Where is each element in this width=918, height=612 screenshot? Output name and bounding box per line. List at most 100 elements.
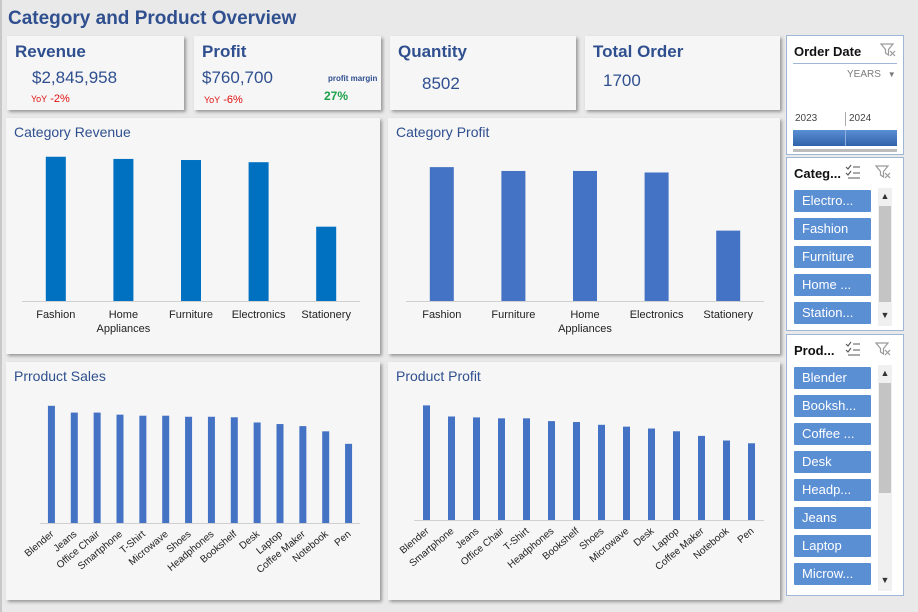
product-scrollbar[interactable]: ▲ ▼ (878, 365, 892, 591)
timeline-year-2024[interactable]: 2024 (849, 113, 872, 124)
bar-jeans[interactable] (473, 417, 480, 520)
category-profit-chart: Category Profit Fashion Furniture Home Appl… (388, 118, 780, 354)
revenue-card: Revenue $2,845,958 YoY -2% (7, 36, 184, 110)
bar-smartphone[interactable] (116, 414, 124, 523)
timeline-year-2023[interactable]: 2023 (795, 113, 818, 124)
bar-headphones[interactable] (207, 416, 215, 523)
category-item[interactable]: Home ... (794, 274, 871, 296)
bar-blender[interactable] (423, 405, 430, 520)
scroll-up-icon[interactable]: ▲ (880, 191, 890, 201)
bar-stationery[interactable] (316, 226, 337, 301)
bar-headphones[interactable] (548, 421, 555, 520)
product-item[interactable]: Booksh... (794, 395, 871, 417)
bar-laptop[interactable] (673, 431, 680, 520)
product-item[interactable]: Laptop (794, 535, 871, 557)
revenue-label: Revenue (15, 42, 86, 61)
product-item[interactable]: Coffee ... (794, 423, 871, 445)
bar-t-shirt[interactable] (523, 418, 530, 520)
bar-furniture[interactable] (181, 160, 201, 301)
bar-coffee-maker[interactable] (698, 435, 705, 520)
product-item[interactable]: Blender (794, 367, 871, 389)
bar-microwave[interactable] (162, 415, 170, 523)
category-item[interactable]: Electro... (794, 190, 871, 212)
tick-label-blender: Blender (23, 528, 57, 559)
clear-filter-icon[interactable] (879, 41, 897, 59)
multi-select-icon[interactable] (844, 163, 862, 181)
timeline-scrollbar[interactable] (793, 149, 897, 152)
orders-card: Total Order 1700 (585, 36, 780, 110)
bar-jeans[interactable] (70, 412, 78, 523)
timeline-year-tick (845, 112, 846, 126)
bar-stationery[interactable] (716, 230, 741, 301)
bar-coffee-maker[interactable] (299, 426, 307, 523)
product-sales-title: Prroduct Sales (14, 368, 106, 384)
bar-fashion[interactable] (45, 156, 66, 301)
bar-t-shirt[interactable] (139, 415, 147, 523)
product-item[interactable]: Desk (794, 451, 871, 473)
bar-desk[interactable] (253, 422, 261, 523)
timeline-divider (793, 63, 897, 64)
tick-label-electronics: Electronics (232, 309, 286, 321)
bar-pen[interactable] (748, 443, 755, 520)
category-revenue-plot: Fashion Home Appliances Furniture Electronic… (22, 156, 360, 335)
bar-laptop[interactable] (276, 424, 284, 523)
bar-home-appliances[interactable] (113, 158, 134, 301)
bar-desk[interactable] (648, 428, 655, 521)
scroll-down-icon[interactable]: ▼ (880, 310, 890, 320)
bar-bookshelf[interactable] (230, 417, 238, 523)
multi-select-icon[interactable] (844, 340, 862, 358)
bar-electronics[interactable] (248, 162, 269, 301)
bar-office-chair[interactable] (93, 412, 101, 523)
quantity-value: 8502 (422, 74, 460, 93)
bar-furniture[interactable] (501, 170, 526, 301)
category-item[interactable]: Furniture (794, 246, 871, 268)
tick-label-home-appliances: Appliances (96, 323, 150, 335)
profit-margin-label: profit margin (328, 74, 378, 83)
bar-shoes[interactable] (185, 416, 193, 523)
scroll-down-icon[interactable]: ▼ (880, 575, 890, 585)
timeline-level-select[interactable]: YEARS ▼ (847, 69, 896, 80)
product-item[interactable]: Headp... (794, 479, 871, 501)
product-profit-title: Product Profit (396, 368, 481, 384)
category-item[interactable]: Fashion (794, 218, 871, 240)
revenue-value: $2,845,958 (32, 68, 118, 87)
scroll-thumb[interactable] (879, 206, 891, 302)
product-item[interactable]: Jeans (794, 507, 871, 529)
scroll-up-icon[interactable]: ▲ (880, 368, 890, 378)
window-edge (0, 0, 2, 612)
category-profit-title: Category Profit (396, 124, 490, 140)
bar-pen[interactable] (345, 443, 353, 523)
category-slicer: Categ... Electro... Fashion Furniture Ho… (786, 157, 904, 331)
tick-label-home-appliances: Home (570, 309, 599, 321)
bar-office-chair[interactable] (498, 418, 505, 520)
product-item[interactable]: Microw... (794, 563, 871, 585)
category-item[interactable]: Station... (794, 302, 871, 324)
bar-notebook[interactable] (723, 440, 730, 520)
bar-microwave[interactable] (623, 426, 630, 520)
order-date-timeline[interactable]: Order Date YEARS ▼ 2023 2024 (786, 35, 904, 155)
bar-shoes[interactable] (598, 424, 605, 520)
profit-yoy: YoY -6% (204, 94, 243, 106)
scroll-thumb[interactable] (879, 383, 891, 493)
category-revenue-chart: Category Revenue Fashion Home Appliances Fu… (6, 118, 380, 354)
bar-smartphone[interactable] (448, 416, 455, 520)
clear-filter-icon[interactable] (874, 163, 892, 181)
category-scrollbar[interactable]: ▲ ▼ (878, 188, 892, 326)
tick-label-electronics: Electronics (630, 309, 684, 321)
profit-card: Profit $760,700 YoY -6% profit margin 27% (194, 36, 381, 110)
bar-electronics[interactable] (644, 172, 669, 301)
bar-notebook[interactable] (322, 431, 330, 523)
revenue-yoy-value: -2% (50, 93, 70, 105)
timeline-level-label: YEARS (847, 69, 881, 80)
chevron-down-icon: ▼ (887, 70, 896, 79)
clear-filter-icon[interactable] (874, 340, 892, 358)
orders-label: Total Order (593, 42, 684, 61)
bar-fashion[interactable] (429, 167, 454, 301)
bar-bookshelf[interactable] (573, 422, 580, 520)
bar-home-appliances[interactable] (573, 170, 597, 301)
category-slicer-title: Categ... (794, 166, 841, 181)
quantity-label: Quantity (398, 42, 467, 61)
order-date-title: Order Date (794, 44, 862, 59)
bar-blender[interactable] (47, 405, 55, 523)
